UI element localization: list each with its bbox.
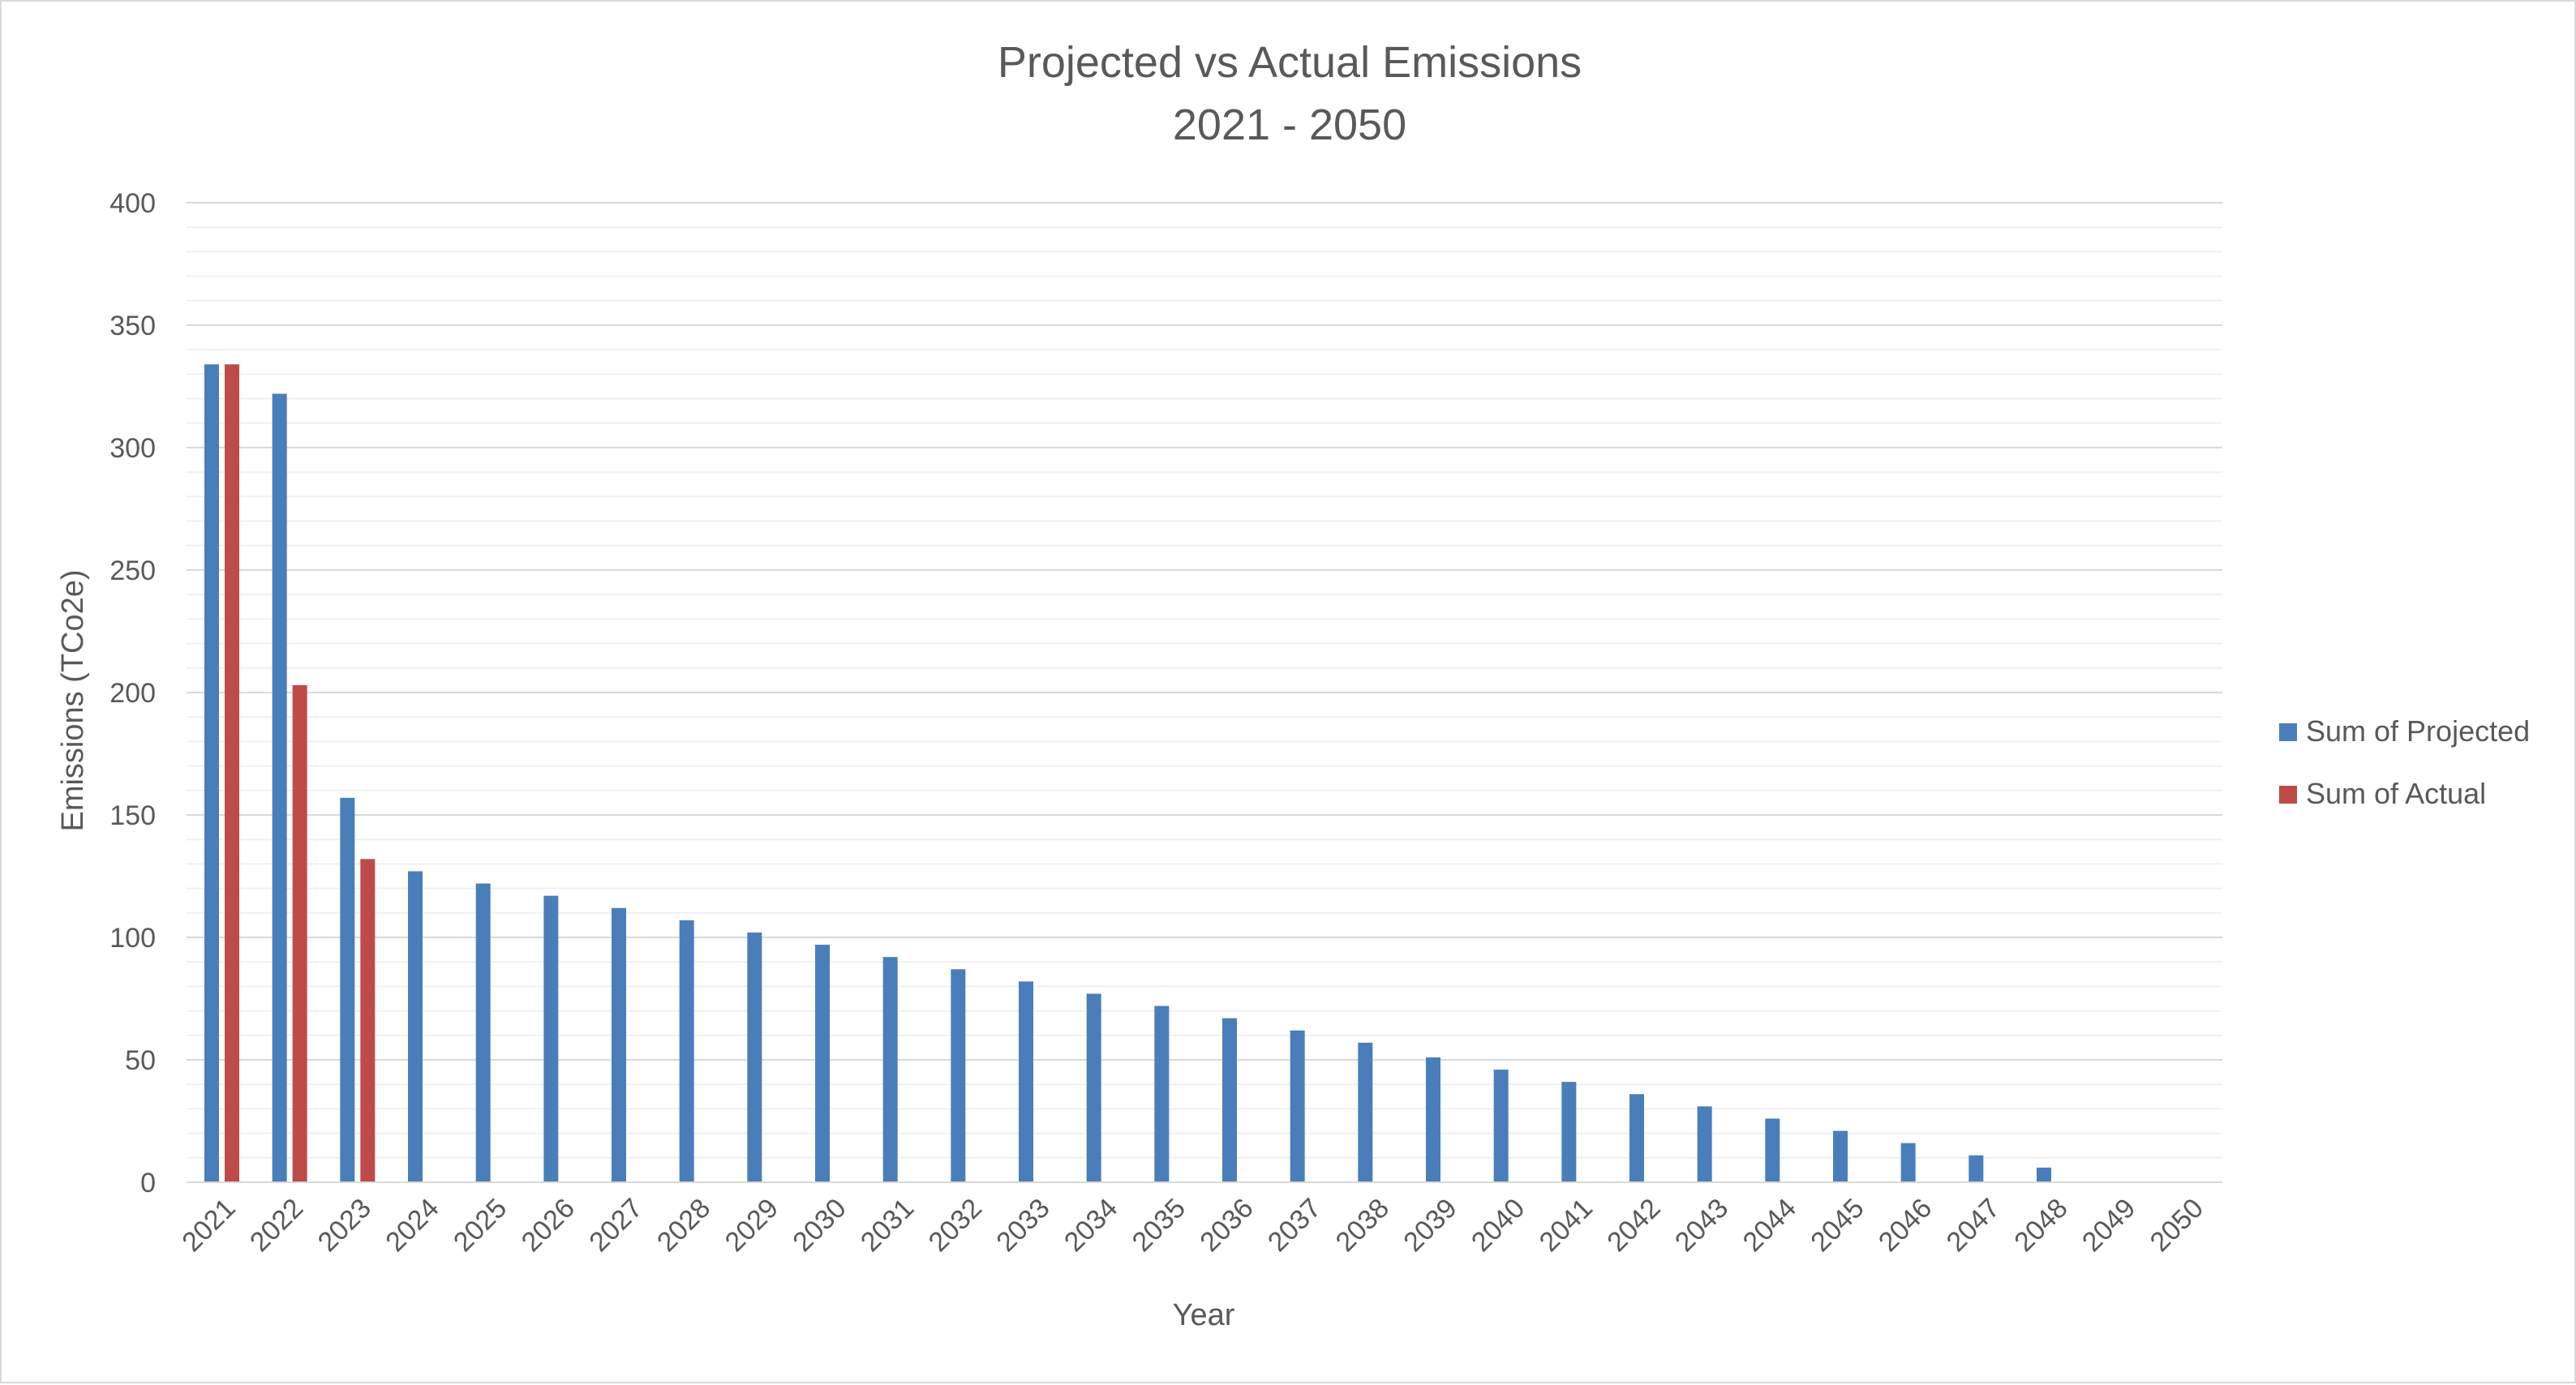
bar-projected-2039 xyxy=(1426,1057,1440,1182)
bars xyxy=(204,364,2051,1182)
x-tick-label: 2040 xyxy=(1466,1193,1531,1258)
x-tick-label: 2027 xyxy=(583,1193,648,1258)
x-tick-label: 2044 xyxy=(1737,1193,1802,1258)
x-tick-label: 2032 xyxy=(923,1193,988,1258)
x-tick-label: 2045 xyxy=(1805,1193,1870,1258)
x-tick-label: 2033 xyxy=(990,1193,1055,1258)
gridlines xyxy=(187,202,2222,1159)
bar-projected-2021 xyxy=(204,364,219,1182)
bar-projected-2023 xyxy=(340,797,355,1182)
x-tick-label: 2042 xyxy=(1601,1193,1666,1258)
bar-projected-2043 xyxy=(1697,1106,1712,1182)
bar-projected-2027 xyxy=(612,907,626,1182)
chart-title: Projected vs Actual Emissions xyxy=(998,38,1582,87)
x-tick-label: 2046 xyxy=(1873,1193,1938,1258)
x-tick-label: 2034 xyxy=(1058,1193,1123,1258)
x-tick-label: 2047 xyxy=(1941,1193,2006,1258)
bar-projected-2044 xyxy=(1765,1118,1780,1182)
bar-projected-2033 xyxy=(1019,981,1033,1182)
y-tick-label: 150 xyxy=(109,800,156,831)
bar-projected-2037 xyxy=(1290,1030,1305,1182)
legend-label-actual: Sum of Actual xyxy=(2306,777,2486,810)
x-axis-ticks: 2021 2022 2023 2024 2025 2026 2027 2028 2029 2030… xyxy=(176,1193,2209,1258)
x-tick-label: 2041 xyxy=(1534,1193,1599,1258)
x-tick-label: 2029 xyxy=(719,1193,784,1258)
bar-actual-2021 xyxy=(225,364,239,1182)
x-tick-label: 2026 xyxy=(516,1193,581,1258)
legend: Sum of Projected Sum of Actual xyxy=(2279,714,2530,810)
bar-projected-2030 xyxy=(815,945,830,1182)
bar-projected-2042 xyxy=(1629,1094,1644,1182)
y-tick-label: 100 xyxy=(109,923,156,954)
x-tick-label: 2050 xyxy=(2145,1193,2209,1258)
x-tick-label: 2037 xyxy=(1262,1193,1327,1258)
bar-projected-2025 xyxy=(475,883,491,1182)
chart-subtitle: 2021 - 2050 xyxy=(1173,101,1406,149)
bar-actual-2022 xyxy=(292,684,307,1182)
x-tick-label: 2049 xyxy=(2076,1193,2141,1258)
bar-projected-2026 xyxy=(543,895,559,1182)
x-tick-label: 2048 xyxy=(2008,1193,2073,1258)
bar-projected-2046 xyxy=(1900,1143,1916,1182)
bar-projected-2032 xyxy=(951,969,966,1182)
x-tick-label: 2036 xyxy=(1194,1193,1259,1258)
x-tick-label: 2022 xyxy=(244,1193,309,1258)
legend-label-projected: Sum of Projected xyxy=(2306,714,2530,748)
bar-projected-2047 xyxy=(1968,1155,1984,1182)
x-tick-label: 2039 xyxy=(1397,1193,1462,1258)
x-tick-label: 2031 xyxy=(855,1193,920,1258)
y-tick-label: 200 xyxy=(109,678,156,709)
x-tick-label: 2021 xyxy=(176,1193,241,1258)
x-axis-title: Year xyxy=(1173,1298,1235,1332)
bar-projected-2040 xyxy=(1493,1070,1509,1182)
y-tick-label: 0 xyxy=(140,1168,156,1198)
bar-projected-2045 xyxy=(1833,1130,1848,1182)
x-tick-label: 2028 xyxy=(651,1193,716,1258)
legend-swatch-projected xyxy=(2279,723,2297,741)
x-tick-label: 2030 xyxy=(787,1193,852,1258)
y-tick-label: 300 xyxy=(109,433,156,464)
bar-projected-2048 xyxy=(2037,1167,2051,1182)
x-tick-label: 2043 xyxy=(1669,1193,1734,1258)
bar-projected-2034 xyxy=(1086,993,1101,1182)
y-tick-label: 400 xyxy=(109,188,156,219)
bar-actual-2023 xyxy=(360,859,376,1182)
y-tick-label: 350 xyxy=(109,311,156,341)
bar-projected-2041 xyxy=(1561,1082,1577,1182)
bar-projected-2031 xyxy=(882,957,898,1182)
bar-projected-2038 xyxy=(1358,1042,1373,1182)
bar-projected-2022 xyxy=(272,393,287,1182)
x-tick-label: 2035 xyxy=(1127,1193,1191,1258)
bar-projected-2036 xyxy=(1222,1018,1237,1182)
legend-swatch-actual xyxy=(2279,786,2297,804)
bar-projected-2035 xyxy=(1154,1006,1170,1182)
y-axis-ticks: 0 50 100 150 200 250 300 350 400 xyxy=(109,188,156,1198)
bar-projected-2024 xyxy=(408,871,423,1182)
x-tick-label: 2025 xyxy=(448,1193,513,1258)
bar-projected-2028 xyxy=(679,920,694,1182)
y-tick-label: 50 xyxy=(125,1045,156,1076)
x-tick-label: 2024 xyxy=(380,1193,444,1258)
x-tick-label: 2038 xyxy=(1330,1193,1395,1258)
y-axis-title: Emissions (TCo2e) xyxy=(56,569,90,831)
x-tick-label: 2023 xyxy=(312,1193,377,1258)
bar-projected-2029 xyxy=(747,932,762,1182)
y-tick-label: 250 xyxy=(109,555,156,586)
